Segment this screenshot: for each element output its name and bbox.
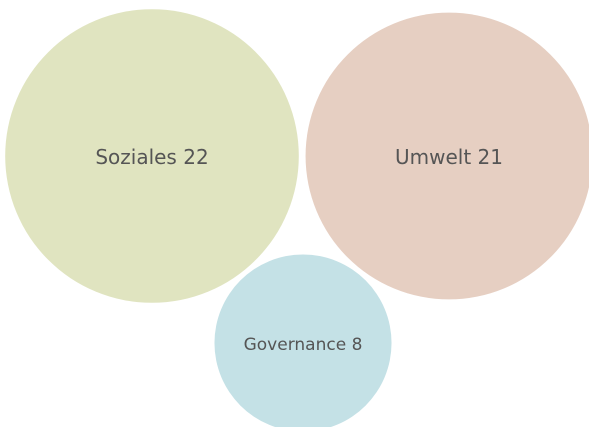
bubble	[5, 9, 299, 303]
bubble	[305, 12, 589, 300]
bubble	[214, 254, 392, 427]
bubble-label: Umwelt 21	[395, 145, 503, 169]
bubble-category: Soziales	[95, 145, 177, 169]
bubble-value: 8	[352, 335, 363, 355]
bubble-value: 21	[478, 145, 503, 169]
bubble-value: 22	[183, 145, 208, 169]
bubble-label: Governance 8	[244, 335, 363, 355]
bubble-category: Umwelt	[395, 145, 471, 169]
bubble-category: Governance	[244, 335, 347, 355]
bubble-label: Soziales 22	[95, 145, 208, 169]
